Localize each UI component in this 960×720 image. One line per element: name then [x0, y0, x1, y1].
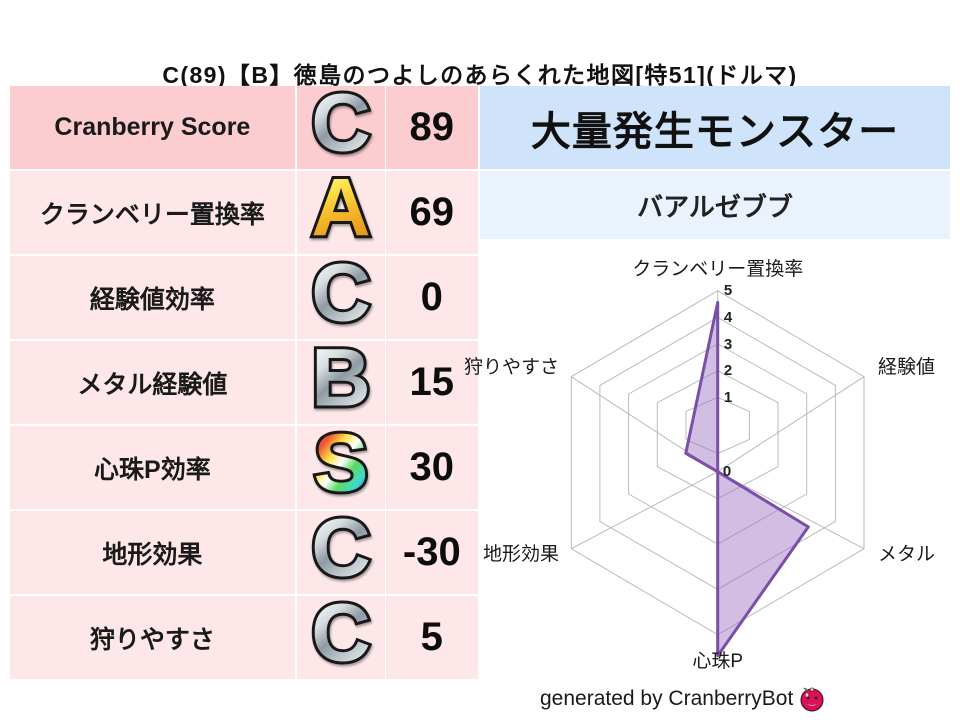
svg-text:1: 1: [724, 389, 732, 406]
svg-text:C: C: [311, 77, 370, 168]
svg-text:4: 4: [724, 309, 733, 326]
svg-text:C: C: [311, 502, 370, 593]
svg-text:5: 5: [724, 282, 732, 299]
svg-text:0: 0: [723, 463, 731, 480]
svg-text:S: S: [313, 417, 368, 508]
svg-text:地形効果: 地形効果: [483, 543, 559, 565]
svg-text:心珠P: 心珠P: [692, 650, 743, 672]
svg-text:メタル: メタル: [878, 543, 935, 565]
svg-text:狩りやすさ: 狩りやすさ: [464, 356, 559, 378]
svg-text:3: 3: [724, 336, 732, 353]
svg-text:C: C: [311, 247, 370, 338]
svg-text:B: B: [311, 332, 370, 423]
svg-text:2: 2: [724, 362, 732, 379]
svg-text:A: A: [311, 162, 370, 253]
svg-text:C: C: [311, 587, 370, 678]
svg-text:クランベリー置換率: クランベリー置換率: [632, 258, 803, 280]
svg-text:経験値: 経験値: [878, 356, 935, 378]
